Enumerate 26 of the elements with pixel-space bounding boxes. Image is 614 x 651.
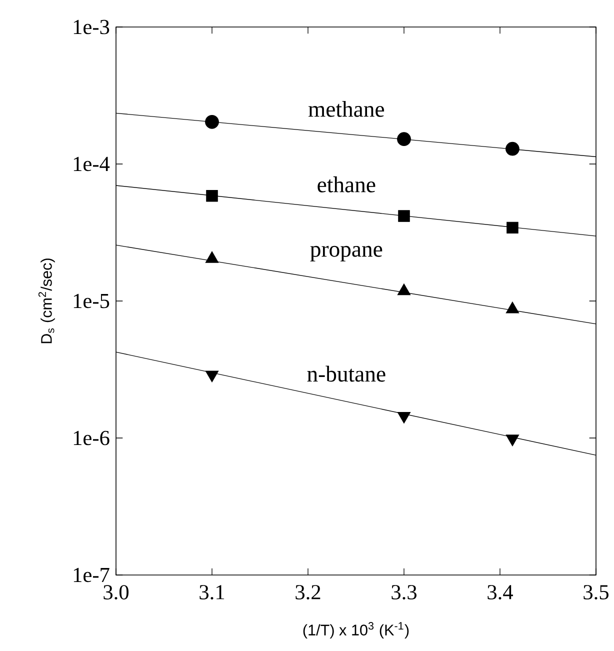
point [398,210,410,222]
point [397,132,412,146]
x-tick-label: 3.1 [200,585,224,600]
point [506,222,518,234]
point [397,412,411,424]
x-tick-label: 3.2 [296,585,320,600]
y-tick-label: 1e-7 [74,568,110,582]
series-label: methane [308,100,384,117]
series-label: propane [310,246,382,262]
x-axis-title: (1/T) x 10$^{3}$ (K$^{-1}$) [303,622,409,639]
series-label: n-butane [307,366,386,382]
y-tick-label: 1e-4 [74,156,110,172]
x-tick-label: 3.4 [488,585,514,600]
y-tick-label: 1e-6 [74,430,110,446]
x-tick-label: 3.3 [392,585,417,600]
series-label: ethane [318,176,376,192]
point [205,370,219,382]
point [506,142,520,156]
y-axis-title: D$_{s}$ (cm$^{2}$/sec) [38,258,56,344]
x-tick-label: 3.0 [104,585,129,600]
point [205,114,220,129]
x-tick-label: 3.5 [584,585,609,600]
point [506,434,520,446]
y-tick-label: 1e-3 [74,20,110,34]
point [206,190,218,202]
y-tick-label: 1e-5 [74,294,110,308]
